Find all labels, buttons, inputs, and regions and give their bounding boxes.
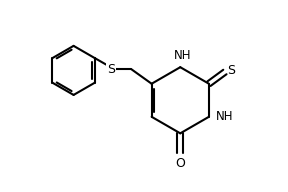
Text: NH: NH [174,49,192,62]
Text: O: O [175,157,185,170]
Text: S: S [107,63,115,76]
Text: S: S [228,64,236,77]
Text: NH: NH [216,110,234,123]
